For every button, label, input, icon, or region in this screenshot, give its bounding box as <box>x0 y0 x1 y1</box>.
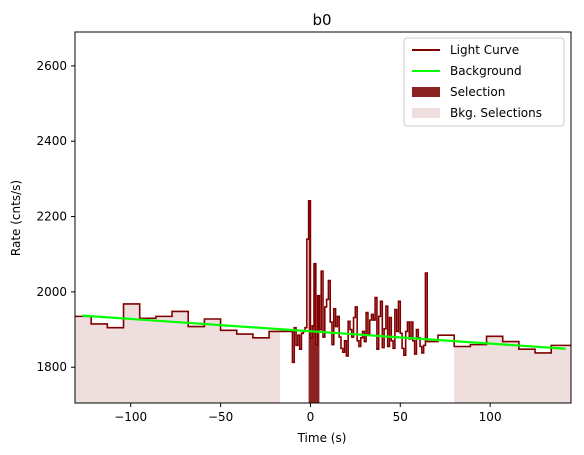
legend: Light Curve Background Selection Bkg. Selec… <box>403 37 565 127</box>
x-tick-label: −50 <box>208 410 233 424</box>
x-tick-label: 50 <box>393 410 408 424</box>
y-axis-label: Rate (cnts/s) <box>9 180 23 256</box>
x-tick-label: −100 <box>114 410 147 424</box>
bkg-selection-region-1 <box>75 303 280 403</box>
legend-swatch-patch <box>412 87 440 97</box>
y-tick-label: 2600 <box>36 59 67 73</box>
x-tick-label: 0 <box>307 410 315 424</box>
background-fit-line <box>82 314 566 350</box>
chart-title: b0 <box>312 11 331 29</box>
legend-box <box>403 37 565 127</box>
legend-label: Light Curve <box>450 43 519 57</box>
plot-area <box>75 199 571 403</box>
y-tick-label: 2000 <box>36 285 67 299</box>
legend-swatch-patch <box>412 108 440 118</box>
y-tick-label: 2200 <box>36 210 67 224</box>
legend-label: Selection <box>450 85 505 99</box>
x-axis-label: Time (s) <box>297 431 347 445</box>
x-tick-label: 100 <box>479 410 502 424</box>
axes-frame <box>74 31 572 404</box>
bkg-selection-region-2 <box>454 336 571 403</box>
legend-label: Background <box>450 64 522 78</box>
y-tick-label: 1800 <box>36 360 67 374</box>
y-tick-label: 2400 <box>36 134 67 148</box>
legend-label: Bkg. Selections <box>450 106 542 120</box>
plot-content <box>75 199 571 403</box>
light-curve-line <box>75 199 571 364</box>
axes: −100 −50 0 50 100 1800 2000 2200 2400 2600 <box>36 31 572 424</box>
